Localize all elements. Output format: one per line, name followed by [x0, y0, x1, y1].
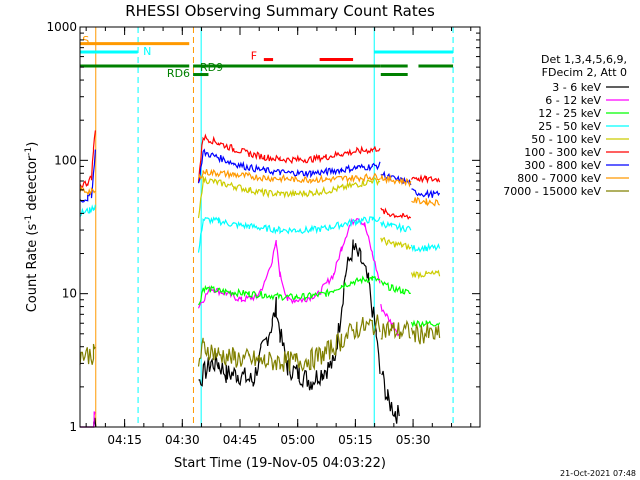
series-line-8-2	[380, 319, 411, 340]
y-axis-label-end: )	[25, 142, 40, 147]
legend-header-1: FDecim 2, Att 0	[542, 66, 627, 79]
chart-title: RHESSI Observing Summary Count Rates	[125, 2, 435, 20]
legend-label-0: 3 - 6 keV	[552, 81, 601, 94]
series-line-5-3	[410, 173, 441, 185]
y-tick-label: 100	[54, 153, 77, 167]
series-line-1-0	[80, 411, 96, 428]
series-line-3-0	[79, 204, 96, 218]
x-tick-label: 05:15	[338, 433, 373, 447]
plot-frame	[79, 26, 481, 428]
y-tick-label: 1000	[46, 20, 77, 34]
legend-header-0: Det 1,3,4,5,6,9,	[541, 53, 627, 66]
flag-label-f: F	[251, 50, 257, 63]
series-line-3-1	[197, 216, 381, 253]
series-line-3-2	[380, 220, 412, 234]
legend-label-3: 25 - 50 keV	[538, 120, 601, 133]
series-line-2-0	[197, 275, 381, 306]
series-line-4-1	[380, 236, 412, 250]
legend-label-6: 300 - 800 keV	[524, 159, 601, 172]
timestamp: 21-Oct-2021 07:48	[560, 469, 636, 478]
legend-label-8: 7000 - 15000 keV	[503, 185, 601, 198]
x-axis-label: Start Time (19-Nov-05 04:03:22)	[174, 456, 386, 471]
x-tick-label: 05:30	[396, 433, 431, 447]
series-line-7-0	[79, 185, 96, 196]
x-tick-label: 05:00	[280, 433, 315, 447]
y-tick-label: 10	[62, 287, 77, 301]
y-axis-label-main: Count Rate (s	[25, 224, 40, 313]
series-line-5-2	[380, 207, 412, 220]
flag-label-s: S	[82, 34, 89, 47]
axis-ticks: 1 10 100 1000 04:15 04:30 04:45 05:00 05:15 05:30	[46, 20, 480, 447]
series-line-2-1	[380, 280, 411, 295]
flag-label-n: N	[143, 45, 151, 58]
series-line-0-2	[381, 370, 400, 424]
y-tick-label: 1	[69, 420, 77, 434]
y-axis-label-sup1: -1	[24, 215, 34, 224]
legend-label-2: 12 - 25 keV	[538, 107, 601, 120]
series-line-7-3	[411, 196, 441, 207]
x-tick-label: 04:30	[165, 433, 200, 447]
series-line-3-3	[410, 242, 441, 253]
legend-label-7: 800 - 7000 keV	[517, 172, 601, 185]
series-line-8-3	[410, 323, 441, 345]
series-line-8-1	[197, 314, 381, 372]
y-axis-label-mid: detector	[25, 155, 40, 215]
legend: Det 1,3,4,5,6,9,FDecim 2, Att 0 3 - 6 keV…	[503, 53, 629, 198]
x-tick-label: 04:15	[107, 433, 142, 447]
legend-label-1: 6 - 12 keV	[545, 94, 601, 107]
series-line-5-0	[79, 130, 96, 188]
legend-label-5: 100 - 300 keV	[524, 146, 601, 159]
y-axis-label: Count Rate (s-1 detector-1)	[24, 142, 40, 313]
x-tick-label: 04:45	[223, 433, 258, 447]
series-line-0-1	[198, 239, 381, 391]
series-line-6-0	[79, 149, 96, 203]
flag-label-rd6: RD6	[167, 67, 190, 80]
flag-label-rd9: RD9	[200, 61, 223, 74]
y-axis-label-sup2: -1	[24, 147, 34, 156]
series-line-4-0	[197, 176, 381, 219]
series-line-4-2	[410, 269, 441, 280]
series-line-1-2	[380, 303, 400, 337]
series-line-6-1	[197, 148, 381, 184]
plot-content: S N RD9 RD6 F	[79, 27, 454, 428]
series-line-7-1	[197, 168, 381, 185]
legend-label-4: 50 - 100 keV	[531, 133, 601, 146]
series-line-8-0	[79, 343, 96, 366]
series-line-7-2	[380, 173, 412, 188]
series-line-5-1	[197, 133, 381, 183]
series-line-6-3	[411, 188, 441, 199]
